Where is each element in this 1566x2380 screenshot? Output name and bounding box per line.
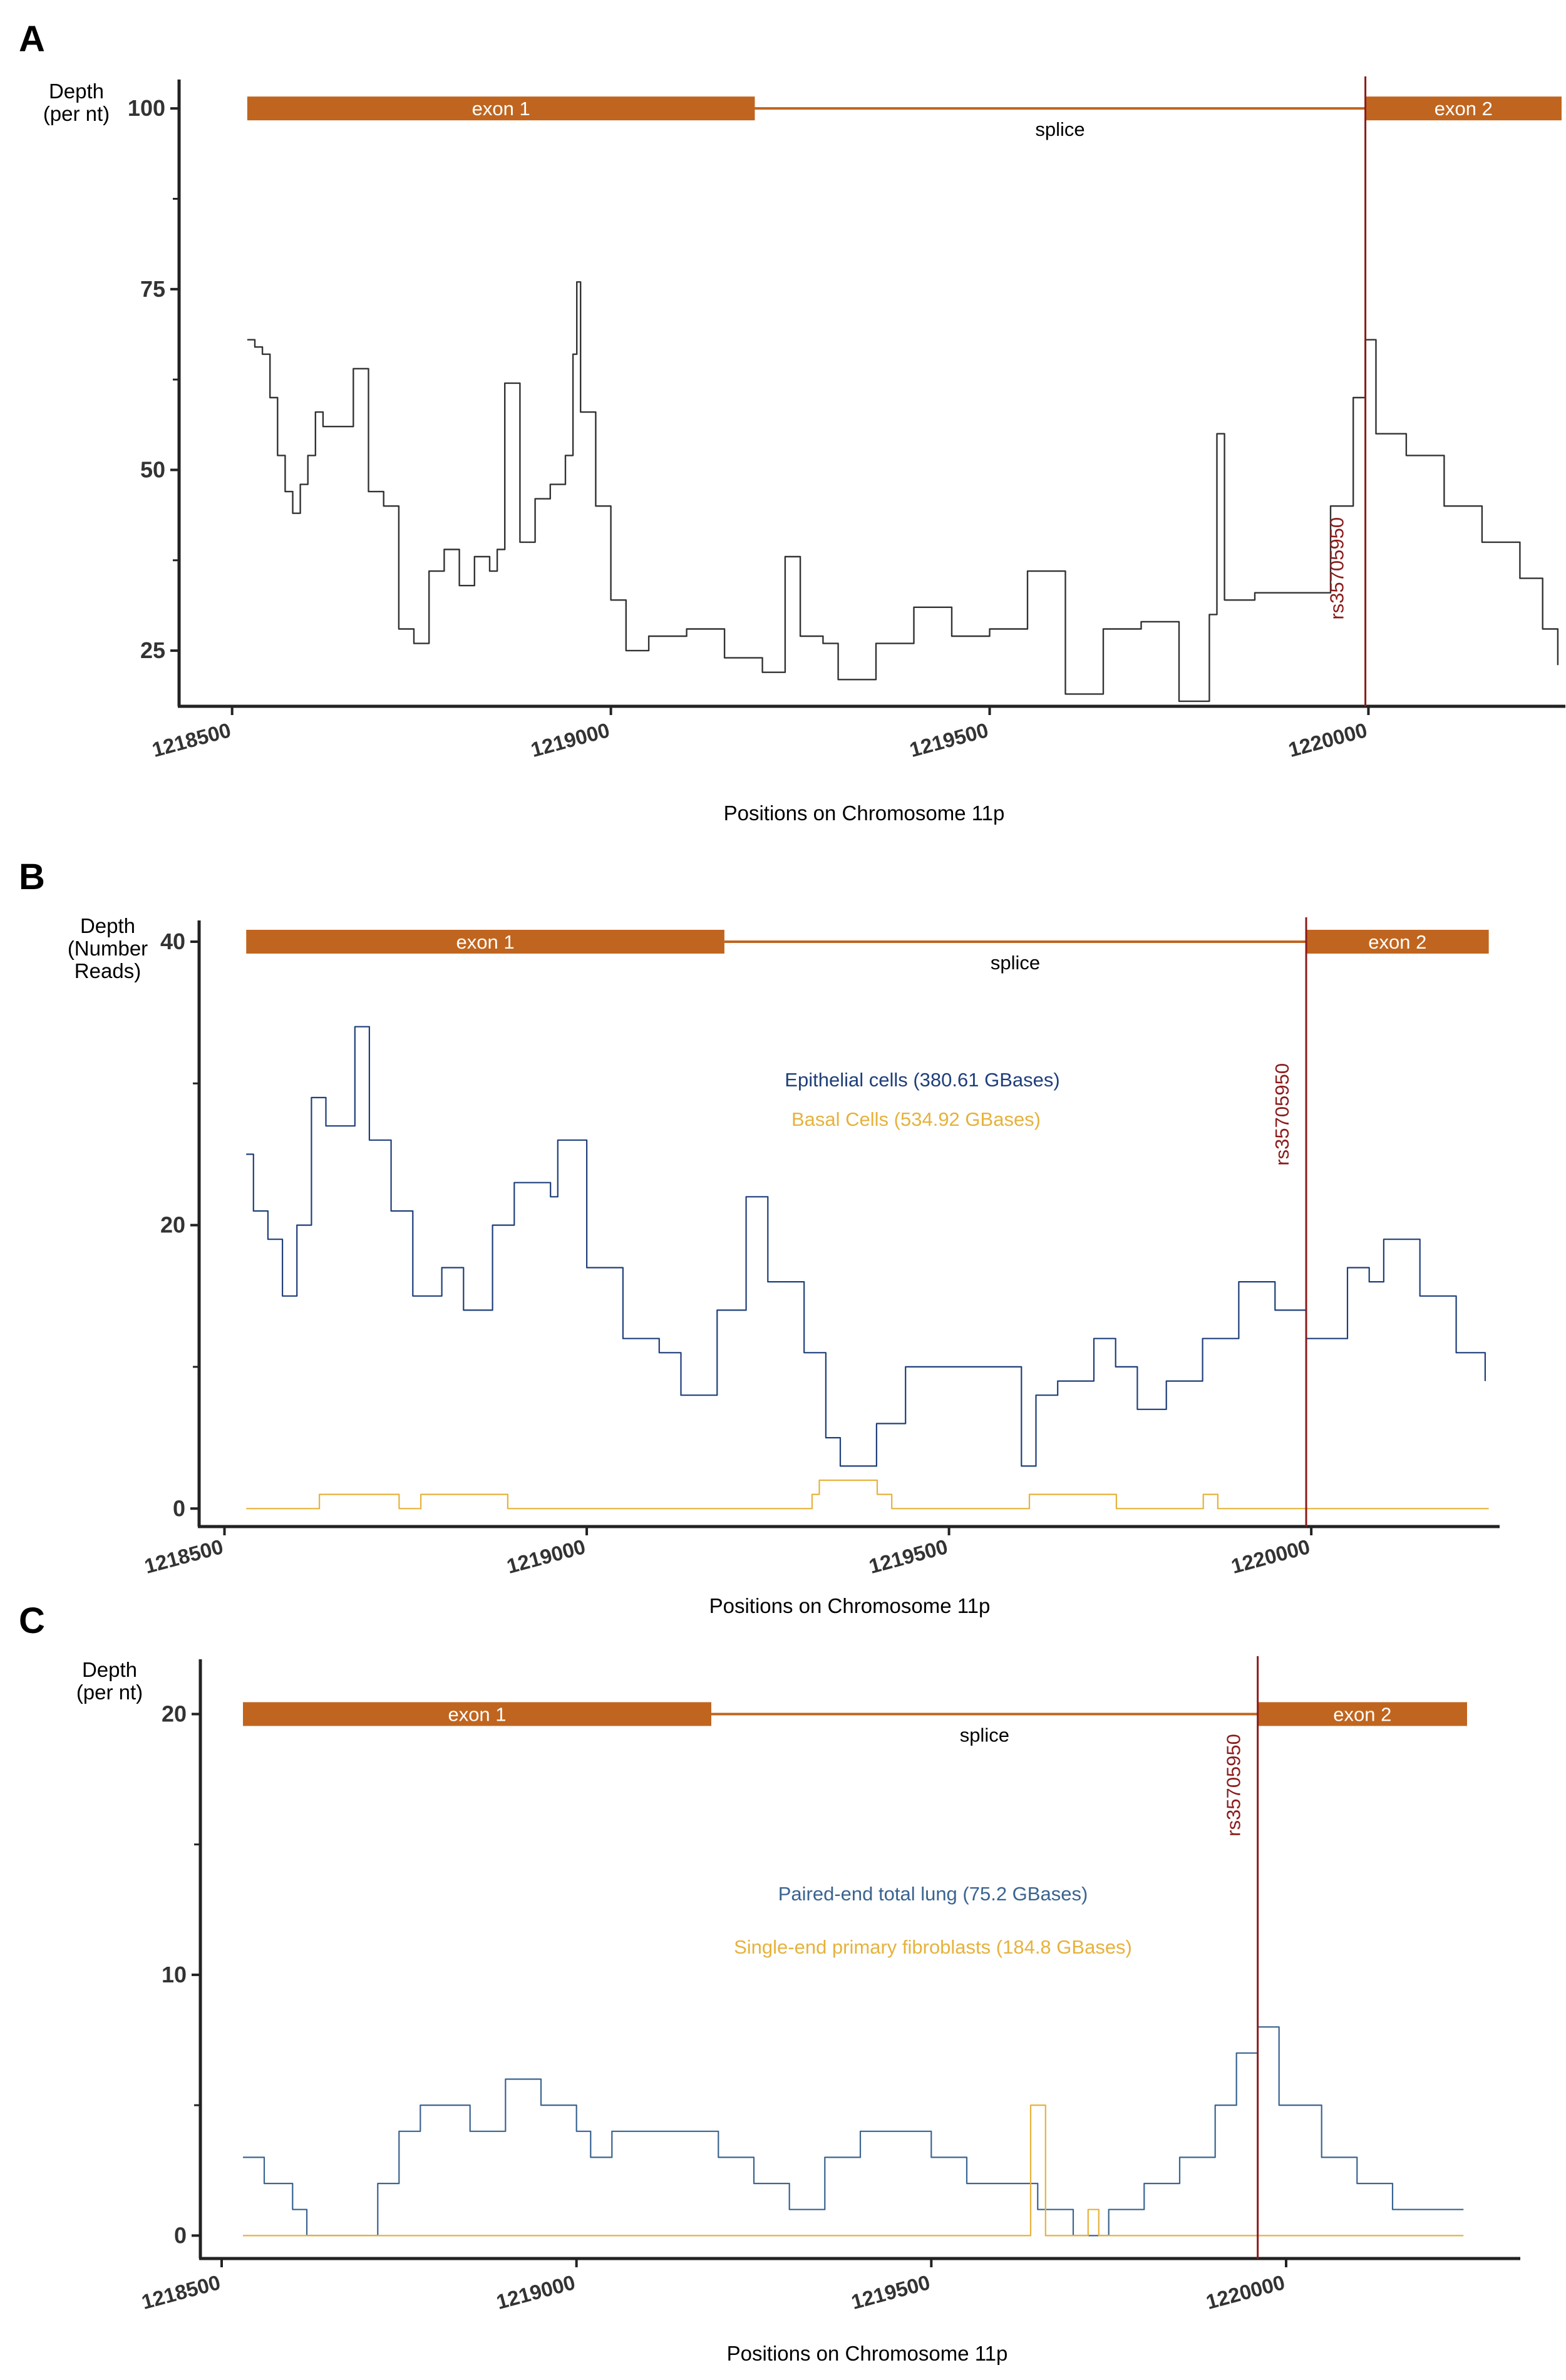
x-tick-label: 1220000 <box>1229 1535 1312 1578</box>
panel-a: A Depth (per nt) 25 50 75 100 1218500 1219000… <box>19 19 1565 825</box>
y-tick-label: 40 <box>160 929 185 954</box>
exon-1-label: exon 1 <box>456 931 515 953</box>
exon-1-bar <box>247 96 755 121</box>
x-axis-label: Positions on Chromosome 11p <box>724 801 1005 825</box>
exon-1-bar <box>243 1702 711 1726</box>
legend-epithelial: Epithelial cells (380.61 GBases) <box>785 1069 1059 1091</box>
legend-basal: Basal Cells (534.92 GBases) <box>791 1108 1041 1130</box>
y-tick-label: 10 <box>162 1962 187 1987</box>
panel-letter-b: B <box>19 857 45 897</box>
exon-2-bar <box>1306 929 1489 954</box>
y-tick-label: 20 <box>162 1701 187 1726</box>
legend-single-end: Single-end primary fibroblasts (184.8 GB… <box>734 1936 1132 1958</box>
splice-label: splice <box>960 1724 1009 1746</box>
splice-label: splice <box>1035 118 1084 140</box>
y-axis-label: (per nt) <box>43 102 110 125</box>
x-axis-label: Positions on Chromosome 11p <box>727 2342 1008 2365</box>
exon-2-label: exon 2 <box>1368 931 1426 953</box>
exon-1-bar <box>246 929 724 954</box>
y-axis-label: (per nt) <box>76 1681 143 1704</box>
y-tick-label: 0 <box>173 1495 185 1521</box>
x-tick-label: 1219500 <box>907 718 991 761</box>
exon-2-label: exon 2 <box>1435 98 1493 120</box>
y-tick-label: 25 <box>140 637 165 663</box>
x-axis-label: Positions on Chromosome 11p <box>709 1594 991 1617</box>
snp-label: rs35705950 <box>1223 1734 1245 1837</box>
x-tick-label: 1220000 <box>1286 718 1370 761</box>
y-axis-label: Depth <box>80 914 135 937</box>
y-tick-label: 20 <box>160 1212 185 1238</box>
exon-1-label: exon 1 <box>472 98 530 120</box>
series-line <box>243 2026 1464 2237</box>
series-line <box>247 281 1559 703</box>
exon-2-label: exon 2 <box>1333 1703 1391 1725</box>
panel-b: B Depth (Number Reads) 0 20 40 1218500 12190… <box>19 857 1500 1617</box>
y-tick-label: 0 <box>174 2222 187 2248</box>
x-tick-label: 1219000 <box>528 718 612 761</box>
panel-c: C Depth (per nt) 0 10 20 1218500 1219000 1219… <box>19 1600 1520 2365</box>
y-tick-label: 50 <box>140 456 165 482</box>
y-axis-label: (Number <box>68 937 148 960</box>
snp-label: rs35705950 <box>1326 517 1348 620</box>
x-tick-label: 1218500 <box>139 2270 223 2314</box>
panel-letter-c: C <box>19 1600 45 1641</box>
x-tick-label: 1219500 <box>867 1535 950 1578</box>
y-axis-label: Reads) <box>75 959 141 982</box>
x-tick-label: 1218500 <box>150 718 234 761</box>
y-axis-label: Depth <box>82 1658 137 1681</box>
x-tick-label: 1220000 <box>1203 2270 1287 2314</box>
legend-paired-end: Paired-end total lung (75.2 GBases) <box>778 1883 1088 1905</box>
x-tick-label: 1219000 <box>504 1535 588 1578</box>
exon-2-bar <box>1257 1702 1467 1726</box>
splice-label: splice <box>991 952 1040 974</box>
series-line <box>246 1026 1486 1467</box>
exon-2-bar <box>1365 96 1562 121</box>
x-tick-label: 1218500 <box>142 1535 226 1578</box>
exon-1-label: exon 1 <box>448 1703 506 1725</box>
snp-label: rs35705950 <box>1271 1063 1293 1166</box>
y-axis-label: Depth <box>49 80 104 103</box>
y-tick-label: 100 <box>128 95 165 121</box>
panel-letter-a: A <box>19 19 45 59</box>
x-tick-label: 1219000 <box>494 2270 578 2314</box>
y-tick-label: 75 <box>140 276 165 302</box>
series-line <box>243 2104 1464 2237</box>
x-tick-label: 1219500 <box>848 2270 932 2314</box>
series-line <box>246 1479 1489 1510</box>
